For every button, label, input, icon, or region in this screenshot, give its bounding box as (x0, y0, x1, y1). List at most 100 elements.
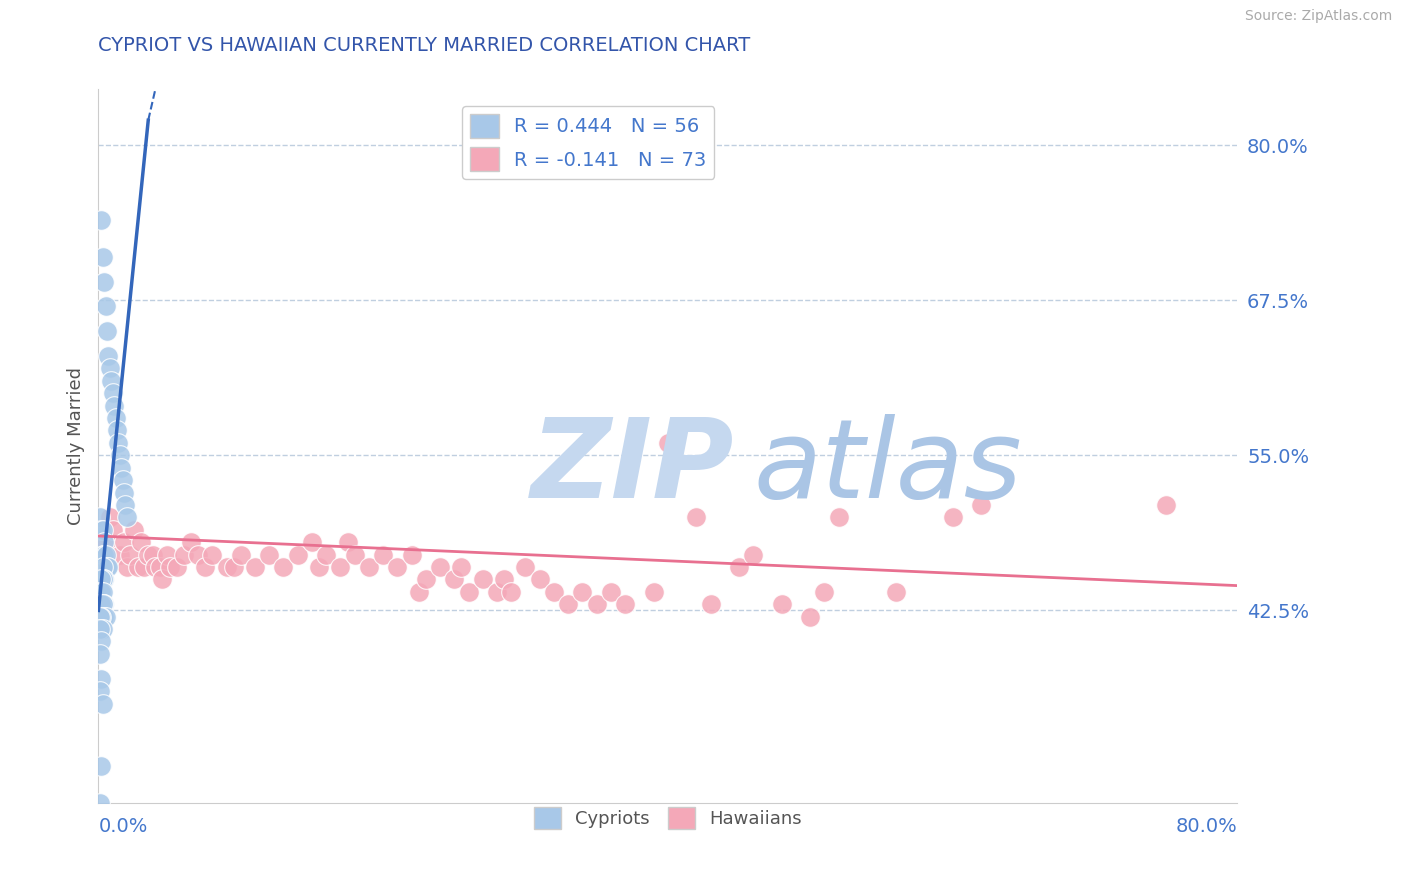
Point (287, 548, 309, 562)
Point (122, 523, 145, 537)
Point (89, 584, 111, 599)
Point (90, 634, 112, 648)
Point (90, 584, 112, 599)
Point (91, 573, 114, 587)
Point (799, 609, 821, 624)
Point (222, 560, 245, 574)
Point (108, 548, 131, 562)
Point (259, 548, 281, 562)
Point (111, 473, 134, 487)
Point (101, 523, 124, 537)
Point (543, 584, 565, 599)
Point (89, 622, 111, 636)
Point (104, 411, 127, 425)
Point (93, 535, 115, 549)
Point (657, 436, 679, 450)
Point (600, 584, 623, 599)
Point (91, 523, 114, 537)
Point (89, 510, 111, 524)
Text: 0.0%: 0.0% (98, 817, 148, 836)
Point (828, 510, 851, 524)
Text: Source: ZipAtlas.com: Source: ZipAtlas.com (1244, 9, 1392, 23)
Point (90, 597, 112, 611)
Point (93, 597, 115, 611)
Point (97, 560, 120, 574)
Y-axis label: Currently Married: Currently Married (66, 367, 84, 525)
Point (501, 584, 523, 599)
Point (94, 299, 117, 313)
Point (728, 560, 751, 574)
Point (614, 597, 637, 611)
Text: atlas: atlas (754, 414, 1022, 521)
Point (115, 510, 138, 524)
Point (90, 672, 112, 686)
Point (90, 573, 112, 587)
Point (90, 597, 112, 611)
Point (97, 349, 120, 363)
Point (443, 573, 465, 587)
Point (401, 548, 423, 562)
Point (93, 275, 115, 289)
Text: CYPRIOT VS HAWAIIAN CURRENTLY MARRIED CORRELATION CHART: CYPRIOT VS HAWAIIAN CURRENTLY MARRIED CO… (98, 36, 751, 54)
Point (187, 548, 209, 562)
Point (329, 560, 352, 574)
Point (132, 560, 155, 574)
Point (742, 548, 765, 562)
Point (93, 609, 115, 624)
Point (94, 548, 117, 562)
Point (103, 399, 125, 413)
Point (243, 560, 266, 574)
Point (970, 498, 993, 512)
Point (308, 560, 330, 574)
Point (90, 622, 112, 636)
Point (91, 560, 114, 574)
Point (145, 560, 167, 574)
Point (301, 535, 323, 549)
Point (91, 697, 114, 711)
Point (515, 560, 537, 574)
Point (408, 584, 430, 599)
Point (90, 212, 112, 227)
Point (98, 510, 121, 524)
Legend: Cypriots, Hawaiians: Cypriots, Hawaiians (526, 800, 810, 837)
Point (273, 560, 295, 574)
Text: ZIP: ZIP (531, 414, 735, 521)
Point (110, 460, 132, 475)
Point (89, 597, 111, 611)
Point (471, 573, 494, 587)
Point (91, 250, 114, 264)
Point (156, 548, 179, 562)
Point (108, 448, 131, 462)
Point (942, 510, 965, 524)
Point (215, 560, 238, 574)
Point (101, 386, 124, 401)
Point (1154, 498, 1177, 512)
Point (357, 560, 380, 574)
Point (100, 374, 122, 388)
Point (91, 597, 114, 611)
Point (91, 584, 114, 599)
Point (136, 548, 159, 562)
Point (494, 573, 516, 587)
Point (112, 485, 135, 500)
Text: 80.0%: 80.0% (1175, 817, 1237, 836)
Point (343, 548, 366, 562)
Point (571, 584, 593, 599)
Point (685, 510, 707, 524)
Point (107, 436, 129, 450)
Point (90, 597, 112, 611)
Point (89, 647, 111, 661)
Point (152, 573, 174, 587)
Point (643, 584, 665, 599)
Point (91, 548, 114, 562)
Point (129, 535, 152, 549)
Point (98, 361, 121, 376)
Point (89, 684, 111, 698)
Point (114, 498, 136, 512)
Point (229, 548, 252, 562)
Point (91, 597, 114, 611)
Point (415, 573, 437, 587)
Point (770, 597, 793, 611)
Point (201, 548, 224, 562)
Point (89, 796, 111, 810)
